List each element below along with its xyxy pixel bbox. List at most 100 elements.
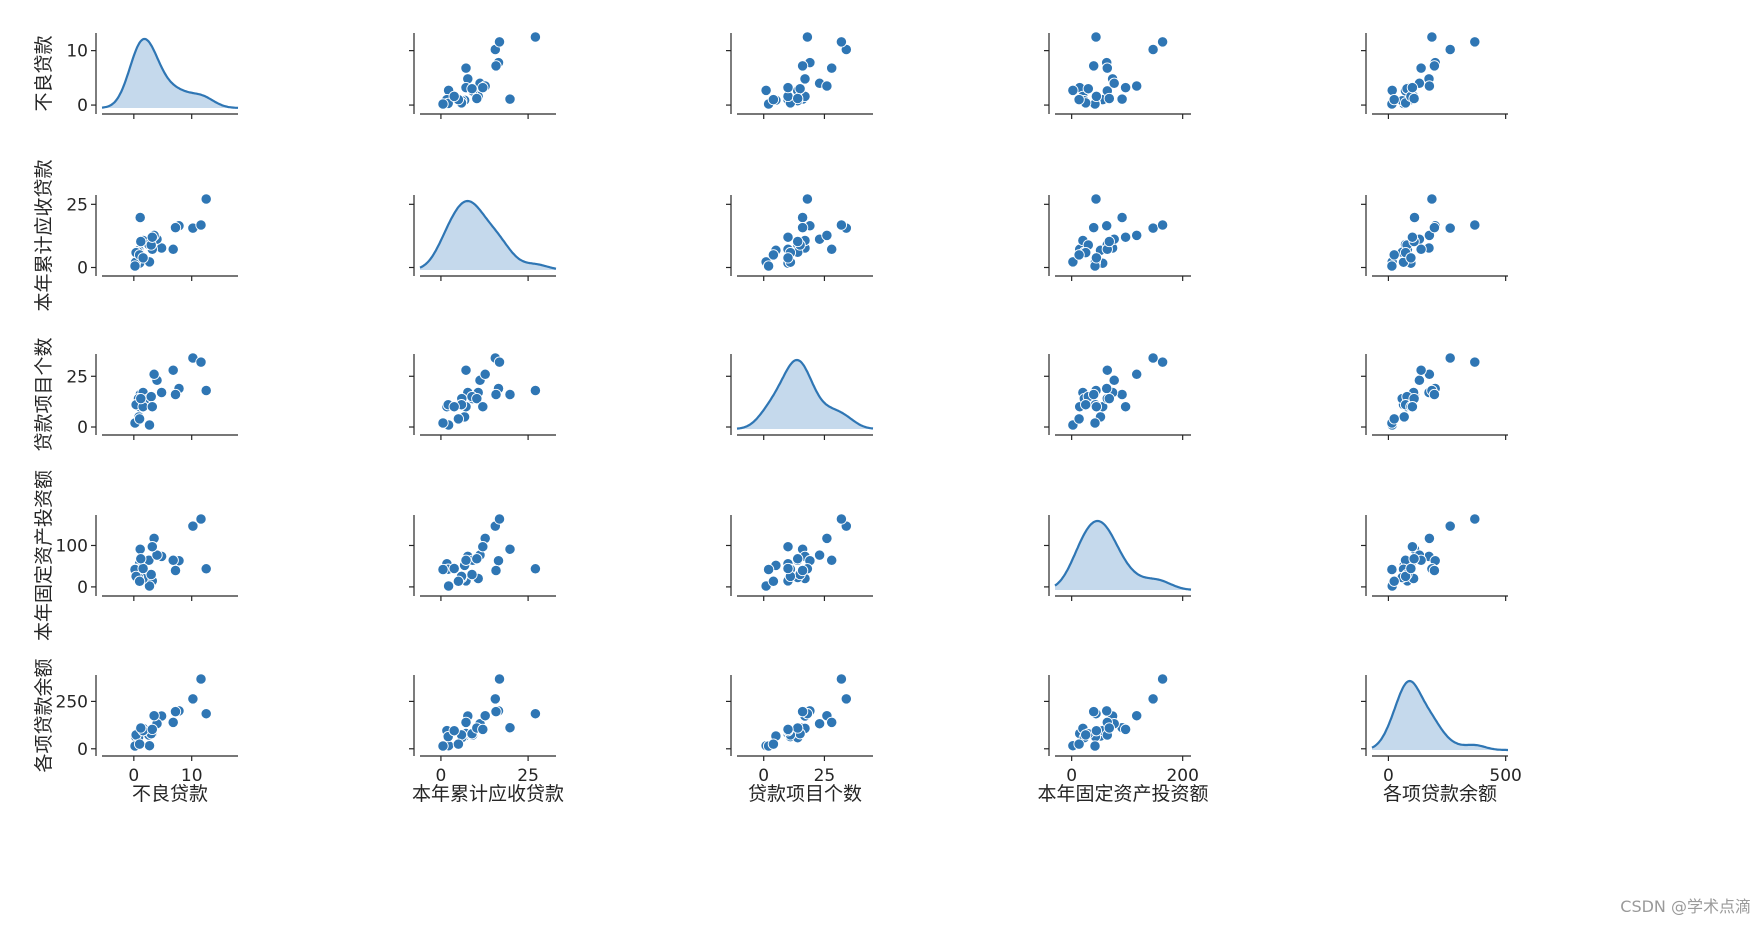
point-r4-c1-7 <box>529 708 542 720</box>
point-r0-c2-19 <box>826 62 838 74</box>
x-tick-label: 25 <box>814 766 836 786</box>
point-r4-c1-1 <box>504 722 516 734</box>
point-r1-c0-1 <box>134 211 146 224</box>
panel-r2-c4 <box>1361 352 1508 440</box>
point-r3-c0-19 <box>167 554 179 566</box>
point-r3-c2-13 <box>821 532 833 545</box>
x-axis-label-0: 不良贷款 <box>132 783 208 805</box>
csdn-watermark: CSDN @学术点滴 <box>1620 897 1751 916</box>
y-tick-label: 25 <box>66 367 88 387</box>
kde-fill-0 <box>102 39 238 108</box>
y-axis-label-1: 本年累计应收贷款 <box>33 159 55 311</box>
point-r4-c3-17 <box>1080 729 1092 741</box>
point-r0-c4-18 <box>1388 93 1400 106</box>
point-r1-c4-19 <box>1415 243 1427 255</box>
point-r1-c4-7 <box>1426 193 1438 205</box>
point-r2-c0-20 <box>195 356 207 368</box>
kde-line-1 <box>419 199 557 270</box>
point-r1-c3-13 <box>1131 229 1143 242</box>
point-r3-c1-23 <box>490 564 502 577</box>
point-r4-c0-24 <box>146 723 158 736</box>
panel-r4-c2: 0 25 <box>726 673 873 786</box>
y-axis-label-2: 贷款项目个数 <box>33 337 55 451</box>
point-r3-c4-17 <box>1399 570 1412 583</box>
point-r3-c1-21 <box>448 562 460 575</box>
point-r2-c0-23 <box>169 388 182 401</box>
x-tick-label: 25 <box>517 766 539 786</box>
point-r1-c4-14 <box>1444 222 1456 234</box>
point-r2-c1-24 <box>477 401 489 413</box>
point-r0-c3-21 <box>1090 90 1103 103</box>
point-r3-c0-14 <box>187 520 199 532</box>
x-axis-label-1: 本年累计应收贷款 <box>412 783 564 805</box>
point-r1-c2-1 <box>796 211 809 224</box>
point-r4-c3-4 <box>1101 705 1113 717</box>
point-r2-c1-7 <box>529 384 542 397</box>
panel-r3-c2 <box>726 513 873 601</box>
point-r2-c3-11 <box>1108 374 1120 386</box>
point-r4-c3-13 <box>1131 710 1143 722</box>
point-r0-c4-20 <box>1469 36 1481 48</box>
point-r1-c4-16 <box>1386 260 1398 272</box>
point-r2-c3-16 <box>1089 417 1101 429</box>
point-r4-c0-18 <box>133 738 146 750</box>
x-tick-label: 0 <box>1066 766 1077 786</box>
point-r1-c2-24 <box>782 231 794 243</box>
point-r1-c3-22 <box>1103 235 1115 248</box>
point-r0-c2-20 <box>835 36 848 48</box>
point-r0-c3-15 <box>1082 83 1094 95</box>
point-r3-c0-22 <box>135 553 147 565</box>
point-r0-c3-23 <box>1088 60 1100 72</box>
point-r0-c4-13 <box>1423 80 1436 92</box>
y-tick-label: 250 <box>56 692 88 712</box>
point-r2-c1-22 <box>471 392 483 405</box>
point-r1-c3-24 <box>1119 231 1132 243</box>
point-r1-c0-22 <box>135 235 147 248</box>
point-r4-c0-20 <box>195 673 207 685</box>
point-r3-c2-24 <box>782 541 794 553</box>
panel-r1-c0: 0 25 <box>66 193 238 281</box>
x-tick-label: 0 <box>436 766 447 786</box>
point-r2-c1-20 <box>493 356 506 368</box>
point-r4-c1-24 <box>477 723 489 736</box>
point-r1-c3-14 <box>1147 222 1159 234</box>
point-r3-c0-18 <box>133 575 146 587</box>
point-r1-c3-5 <box>1067 256 1079 268</box>
point-r1-c4-1 <box>1408 211 1421 224</box>
point-r2-c3-1 <box>1116 388 1128 401</box>
y-tick-label: 0 <box>77 96 88 116</box>
point-r1-c3-7 <box>1090 193 1102 205</box>
point-r2-c0-18 <box>133 413 146 425</box>
point-r0-c3-18 <box>1073 93 1085 106</box>
point-r2-c4-23 <box>1428 388 1441 401</box>
point-r4-c2-18 <box>767 738 780 750</box>
x-axis-label-2: 贷款项目个数 <box>748 783 862 805</box>
point-r4-c3-21 <box>1090 725 1103 737</box>
y-tick-label: 100 <box>56 536 88 556</box>
x-tick-label: 200 <box>1166 766 1198 786</box>
point-r3-c0-5 <box>143 580 156 592</box>
panel-r1-c1 <box>409 195 557 281</box>
kde-line-0 <box>101 37 239 109</box>
point-r2-c4-18 <box>1388 413 1400 425</box>
point-r2-c1-23 <box>490 388 502 401</box>
point-r4-c1-23 <box>490 705 502 718</box>
kde-line-4 <box>1371 679 1508 752</box>
point-r3-c0-1 <box>134 543 146 555</box>
point-r1-c4-18 <box>1388 249 1400 261</box>
point-r0-c2-7 <box>801 31 814 43</box>
point-r1-c3-18 <box>1073 249 1085 261</box>
point-r3-c2-18 <box>767 575 780 587</box>
point-r3-c4-14 <box>1444 520 1456 532</box>
y-tick-label: 25 <box>66 195 88 215</box>
point-r2-c3-17 <box>1080 399 1092 411</box>
point-r4-c0-7 <box>200 708 212 720</box>
point-r0-c3-1 <box>1116 93 1128 105</box>
point-r3-c4-18 <box>1388 575 1400 587</box>
point-r2-c3-20 <box>1156 356 1169 368</box>
point-r0-c1-1 <box>504 93 516 105</box>
panel-r0-c1 <box>409 31 556 119</box>
point-r3-c4-16 <box>1386 563 1398 576</box>
point-r3-c0-15 <box>145 568 157 581</box>
point-r2-c1-21 <box>448 401 460 413</box>
